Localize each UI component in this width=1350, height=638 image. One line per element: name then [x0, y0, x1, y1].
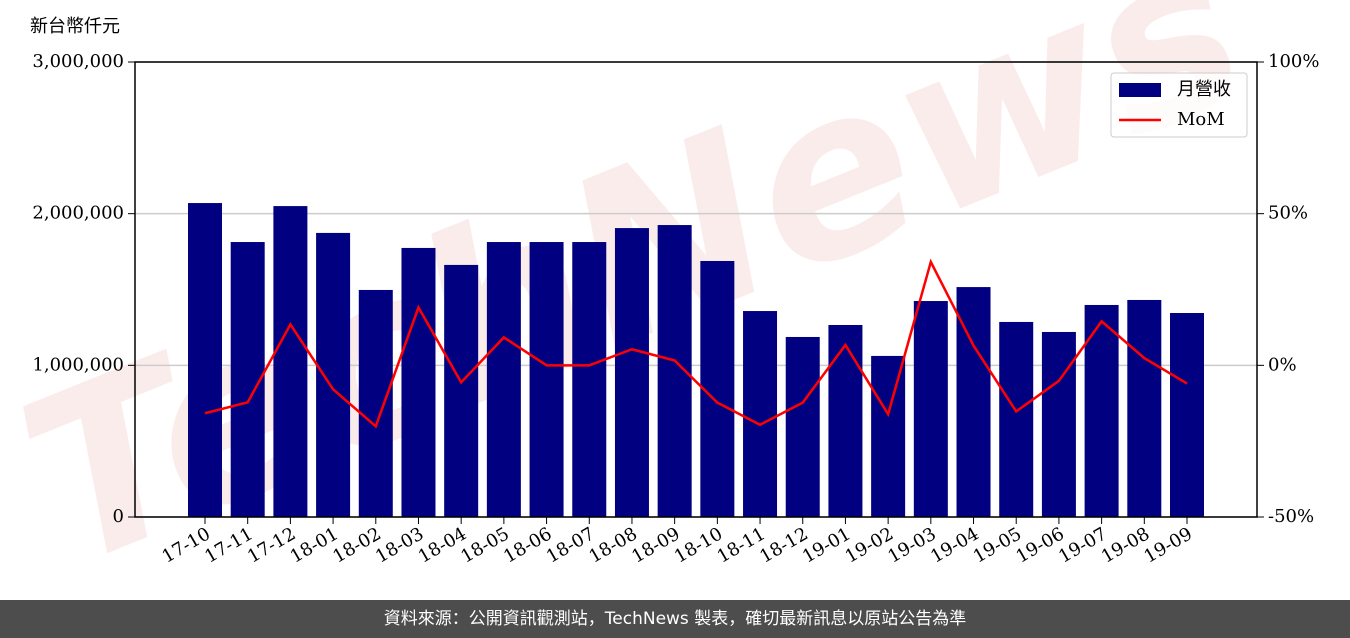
x-tick-label: 18-04 — [415, 523, 470, 567]
bar — [572, 242, 607, 518]
bar — [316, 232, 351, 517]
y2-tick-label: 50% — [1268, 203, 1308, 224]
x-tick-label: 18-06 — [500, 523, 555, 567]
bar — [188, 203, 222, 518]
bar — [1084, 304, 1119, 517]
x-tick-label: 19-02 — [842, 523, 897, 567]
x-tick-label: 18-12 — [756, 523, 811, 567]
y2-tick-label: -50% — [1268, 506, 1314, 527]
bar — [1041, 331, 1076, 517]
bar — [1127, 299, 1162, 517]
footer: 資料來源：公開資訊觀測站，TechNews 製表，確切最新訊息以原站公告為準 — [0, 600, 1350, 638]
chart: 新台幣仟元 TechNews 01,000,0002,000,0003,000,… — [0, 0, 1319, 619]
x-tick-label: 18-05 — [457, 523, 512, 567]
bar — [871, 355, 906, 517]
bar — [828, 324, 863, 517]
x-tick-label: 18-07 — [543, 523, 598, 567]
bar — [913, 301, 948, 517]
bar — [401, 247, 436, 517]
bar — [1170, 313, 1204, 517]
bar — [700, 260, 735, 517]
y-tick-label: 1,000,000 — [32, 354, 124, 375]
bar — [743, 311, 778, 517]
x-tick-label: 19-09 — [1141, 523, 1196, 567]
legend-swatch — [1119, 83, 1161, 97]
bar — [273, 206, 308, 518]
x-tick-label: 19-04 — [927, 523, 982, 567]
x-tick-label: 18-09 — [628, 523, 683, 567]
y-tick-label: 2,000,000 — [32, 203, 124, 224]
x-tick-label: 19-03 — [884, 523, 939, 567]
legend-label: 月營收 — [1177, 79, 1231, 100]
y-axis-label: 新台幣仟元 — [30, 16, 120, 37]
x-tick-label: 18-08 — [586, 523, 641, 567]
bar — [614, 228, 649, 517]
bar — [486, 242, 521, 518]
x-tick-label: 18-10 — [671, 523, 726, 567]
y2-tick-label: 0% — [1268, 354, 1297, 375]
x-tick-label: 19-01 — [799, 523, 854, 567]
bar — [358, 289, 393, 517]
bar — [999, 321, 1034, 517]
plot-frame — [134, 61, 1258, 518]
x-tick-label: 19-07 — [1055, 523, 1110, 567]
x-tick-label: 18-03 — [372, 523, 427, 567]
y-tick-label: 3,000,000 — [32, 51, 124, 72]
x-tick-label: 19-06 — [1012, 523, 1067, 567]
bar — [785, 336, 820, 517]
x-tick-label: 18-11 — [714, 523, 769, 567]
x-tick-label: 19-08 — [1098, 523, 1153, 567]
bar — [444, 264, 479, 517]
x-tick-label: 19-05 — [970, 523, 1025, 567]
line — [204, 258, 1188, 429]
y-tick-label: 0 — [113, 506, 124, 527]
legend-label: MoM — [1177, 109, 1225, 130]
bar — [529, 242, 564, 518]
y2-tick-label: 100% — [1268, 51, 1319, 72]
x-tick-label: 18-02 — [329, 523, 384, 567]
